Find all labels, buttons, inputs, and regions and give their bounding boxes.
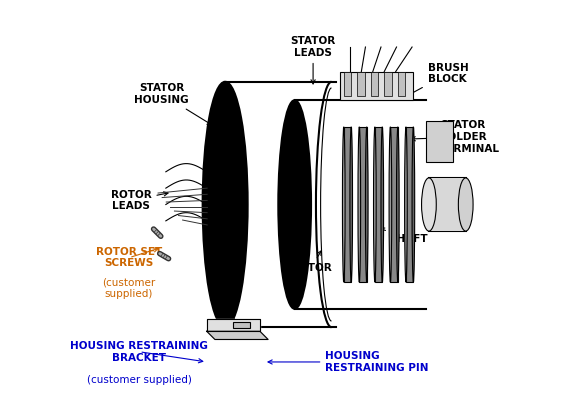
Ellipse shape bbox=[389, 127, 392, 282]
Text: (customer supplied): (customer supplied) bbox=[87, 375, 192, 384]
Bar bbox=[344, 127, 351, 282]
Ellipse shape bbox=[374, 127, 376, 282]
Text: HOUSING
RESTRAINING PIN: HOUSING RESTRAINING PIN bbox=[268, 351, 429, 373]
Ellipse shape bbox=[458, 178, 473, 231]
Text: BRUSH
BLOCK: BRUSH BLOCK bbox=[402, 63, 468, 98]
Bar bbox=[357, 72, 364, 96]
Ellipse shape bbox=[397, 127, 399, 282]
Text: STATOR
HOUSING: STATOR HOUSING bbox=[135, 83, 211, 125]
Ellipse shape bbox=[381, 127, 383, 282]
Bar bbox=[406, 127, 413, 282]
Ellipse shape bbox=[292, 225, 298, 233]
Bar bbox=[344, 72, 351, 96]
Ellipse shape bbox=[209, 123, 241, 286]
Ellipse shape bbox=[278, 100, 311, 309]
Text: ROTOR
LEADS: ROTOR LEADS bbox=[111, 190, 168, 211]
Ellipse shape bbox=[405, 127, 407, 282]
Bar bbox=[398, 72, 405, 96]
Ellipse shape bbox=[292, 160, 297, 167]
Ellipse shape bbox=[350, 127, 352, 282]
Bar bbox=[340, 72, 413, 100]
Ellipse shape bbox=[366, 127, 368, 282]
Bar bbox=[426, 121, 453, 162]
Bar bbox=[390, 127, 398, 282]
Polygon shape bbox=[207, 319, 260, 331]
Text: SHAFT: SHAFT bbox=[380, 228, 427, 244]
Ellipse shape bbox=[343, 127, 345, 282]
Bar bbox=[375, 127, 382, 282]
Bar bbox=[359, 127, 367, 282]
Bar bbox=[429, 178, 466, 231]
Text: ROTOR: ROTOR bbox=[291, 251, 331, 273]
Text: HOUSING RESTRAINING
BRACKET: HOUSING RESTRAINING BRACKET bbox=[70, 341, 208, 363]
Ellipse shape bbox=[412, 127, 415, 282]
Ellipse shape bbox=[292, 275, 297, 281]
Text: (customer
supplied): (customer supplied) bbox=[103, 278, 156, 299]
Bar bbox=[384, 72, 391, 96]
Text: STATOR
LEADS: STATOR LEADS bbox=[291, 36, 336, 84]
Bar bbox=[233, 322, 250, 328]
Bar bbox=[371, 72, 378, 96]
Ellipse shape bbox=[422, 178, 436, 231]
Text: STATOR
SOLDER
TERMINAL: STATOR SOLDER TERMINAL bbox=[411, 120, 500, 154]
Polygon shape bbox=[207, 331, 268, 339]
Ellipse shape bbox=[358, 127, 360, 282]
Ellipse shape bbox=[203, 82, 248, 327]
Text: ROTOR SET
SCREWS: ROTOR SET SCREWS bbox=[96, 247, 162, 268]
